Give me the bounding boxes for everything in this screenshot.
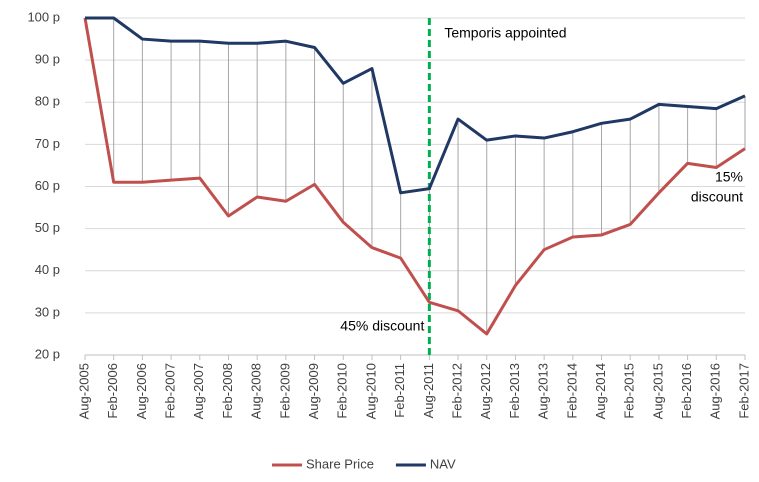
y-tick-label: 50 p bbox=[35, 220, 60, 235]
y-tick-label: 60 p bbox=[35, 178, 60, 193]
x-tick-label: Feb-2006 bbox=[105, 363, 120, 419]
y-tick-label: 90 p bbox=[35, 52, 60, 67]
x-tick-label: Aug-2014 bbox=[593, 363, 608, 419]
x-tick-label: Aug-2012 bbox=[478, 363, 493, 419]
y-tick-label: 40 p bbox=[35, 262, 60, 277]
annotation: discount bbox=[691, 189, 743, 205]
x-tick-label: Aug-2013 bbox=[536, 363, 551, 419]
x-tick-label: Feb-2013 bbox=[507, 363, 522, 419]
x-tick-label: Aug-2005 bbox=[76, 363, 91, 419]
x-tick-label: Aug-2016 bbox=[708, 363, 723, 419]
x-tick-label: Feb-2010 bbox=[335, 363, 350, 419]
annotation: Temporis appointed bbox=[444, 25, 566, 41]
x-tick-label: Feb-2012 bbox=[449, 363, 464, 419]
y-tick-label: 70 p bbox=[35, 136, 60, 151]
series-line bbox=[85, 16, 746, 195]
series-line bbox=[83, 17, 746, 336]
x-tick-label: Aug-2009 bbox=[306, 363, 321, 419]
legend-label: NAV bbox=[430, 456, 456, 471]
x-tick-label: Feb-2011 bbox=[392, 363, 407, 418]
x-tick-label: Feb-2015 bbox=[622, 363, 637, 419]
y-tick-label: 100 p bbox=[27, 9, 60, 24]
x-tick-label: Feb-2016 bbox=[679, 363, 694, 419]
x-tick-label: Feb-2009 bbox=[277, 363, 292, 419]
x-tick-label: Aug-2010 bbox=[363, 363, 378, 419]
x-tick-label: Aug-2006 bbox=[134, 363, 149, 419]
x-tick-label: Feb-2007 bbox=[163, 363, 178, 419]
x-tick-label: Feb-2014 bbox=[564, 363, 579, 419]
x-tick-label: Aug-2015 bbox=[650, 363, 665, 419]
x-tick-label: Aug-2008 bbox=[249, 363, 264, 419]
y-tick-label: 80 p bbox=[35, 94, 60, 109]
x-tick-label: Aug-2007 bbox=[191, 363, 206, 419]
annotation: 15% bbox=[715, 169, 743, 185]
x-tick-label: Aug-2011 bbox=[421, 363, 436, 418]
y-tick-label: 30 p bbox=[35, 304, 60, 319]
legend-label: Share Price bbox=[306, 456, 374, 471]
x-tick-label: Feb-2008 bbox=[220, 363, 235, 419]
y-tick-label: 20 p bbox=[35, 346, 60, 361]
x-tick-label: Feb-2017 bbox=[736, 363, 751, 419]
annotation: 45% discount bbox=[340, 318, 424, 334]
